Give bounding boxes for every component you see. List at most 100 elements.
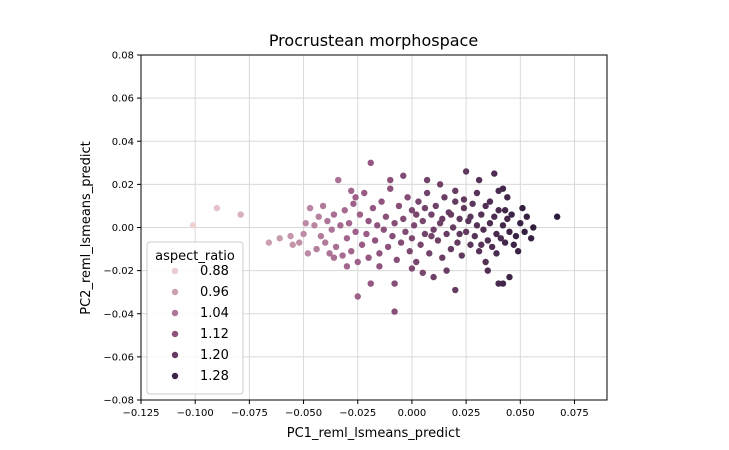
scatter-point xyxy=(449,224,457,231)
scatter-point xyxy=(523,213,531,220)
legend-marker xyxy=(171,330,179,338)
y-tick-label: −0.08 xyxy=(103,396,134,407)
scatter-point xyxy=(376,250,383,257)
scatter-point xyxy=(354,293,361,300)
x-tick-label: 0.025 xyxy=(452,408,481,419)
scatter-point xyxy=(439,215,446,223)
scatter-point xyxy=(352,194,359,201)
scatter-point xyxy=(384,243,392,251)
scatter-point xyxy=(400,172,407,179)
scatter-point xyxy=(456,215,463,223)
scatter-point xyxy=(421,204,429,212)
scatter-point xyxy=(553,213,561,220)
x-tick-label: −0.025 xyxy=(339,408,376,419)
scatter-point xyxy=(428,232,435,240)
scatter-point xyxy=(499,185,507,192)
scatter-point xyxy=(491,213,498,220)
scatter-point xyxy=(426,250,433,257)
scatter-point xyxy=(493,250,500,257)
scatter-point xyxy=(391,280,398,287)
scatter-point xyxy=(430,273,437,281)
scatter-point xyxy=(367,280,374,287)
scatter-point xyxy=(408,235,416,242)
scatter-point xyxy=(289,241,296,248)
scatter-point xyxy=(237,211,244,218)
scatter-point xyxy=(189,222,197,229)
scatter-point xyxy=(521,228,528,236)
y-tick-label: −0.04 xyxy=(103,309,134,320)
scatter-point xyxy=(369,204,377,212)
chart-title: Procrustean morphospace xyxy=(269,31,478,50)
scatter-point xyxy=(330,211,338,218)
scatter-point xyxy=(475,248,483,255)
scatter-point xyxy=(391,219,398,227)
scatter-point xyxy=(493,230,500,238)
legend-label: 1.04 xyxy=(200,306,229,321)
scatter-point xyxy=(356,211,364,218)
legend-label: 0.88 xyxy=(200,264,229,279)
scatter-point xyxy=(527,235,535,242)
scatter-point xyxy=(456,230,463,238)
scatter-point xyxy=(382,213,390,220)
scatter-point xyxy=(365,254,372,261)
scatter-point xyxy=(486,219,494,227)
scatter-point xyxy=(488,243,496,251)
scatter-point xyxy=(504,215,511,223)
legend-title: aspect_ratio xyxy=(155,249,235,264)
scatter-point xyxy=(315,213,322,220)
scatter-point xyxy=(358,241,366,248)
scatter-point xyxy=(276,235,283,242)
scatter-point xyxy=(395,202,403,210)
scatter-point xyxy=(324,217,331,225)
scatter-point xyxy=(361,189,368,197)
scatter-point xyxy=(311,222,318,229)
scatter-point xyxy=(530,224,537,231)
scatter-point xyxy=(421,230,429,238)
scatter-point xyxy=(400,215,407,223)
scatter-point xyxy=(452,187,459,195)
scatter-point xyxy=(491,170,498,177)
scatter-point xyxy=(423,176,431,184)
x-tick-label: −0.100 xyxy=(177,408,214,419)
scatter-point xyxy=(332,243,340,251)
scatter-point xyxy=(306,204,314,212)
scatter-point xyxy=(454,239,461,246)
data-points xyxy=(189,159,561,315)
scatter-point xyxy=(471,232,478,240)
scatter-point xyxy=(512,232,520,240)
scatter-point xyxy=(475,176,483,184)
scatter-point xyxy=(391,308,398,315)
scatter-point xyxy=(330,254,338,261)
x-axis-label: PC1_reml_lsmeans_predict xyxy=(287,426,460,441)
scatter-point xyxy=(499,280,507,287)
scatter-point xyxy=(434,237,442,244)
scatter-point xyxy=(304,250,312,257)
scatter-point xyxy=(486,198,494,205)
legend-label: 1.12 xyxy=(200,327,229,342)
scatter-point xyxy=(506,228,513,236)
scatter-point xyxy=(413,258,420,266)
scatter-point xyxy=(374,222,381,229)
scatter-point xyxy=(408,207,416,214)
scatter-point xyxy=(473,189,481,197)
scatter-point xyxy=(508,211,515,218)
scatter-point xyxy=(397,239,405,246)
scatter-point xyxy=(428,211,435,218)
legend: aspect_ratio 0.88 0.96 1.04 1.12 1.20 1.28 xyxy=(146,241,244,395)
y-axis-ticks: −0.08 −0.06 −0.04 −0.02 0.00 0.02 0.04 0.06 0.08 xyxy=(103,51,141,407)
scatter-point xyxy=(436,181,444,188)
legend-marker xyxy=(171,309,179,317)
scatter-point xyxy=(389,232,396,240)
scatter-point xyxy=(499,222,507,229)
scatter-point xyxy=(517,219,524,227)
scatter-point xyxy=(378,198,385,205)
scatter-point xyxy=(478,241,485,248)
scatter-point xyxy=(213,204,221,212)
scatter-point xyxy=(484,267,491,274)
scatter-point xyxy=(402,228,409,236)
scatter-point xyxy=(419,217,426,225)
scatter-point xyxy=(319,202,327,210)
scatter-point xyxy=(404,194,411,201)
y-tick-label: 0.02 xyxy=(112,180,134,191)
